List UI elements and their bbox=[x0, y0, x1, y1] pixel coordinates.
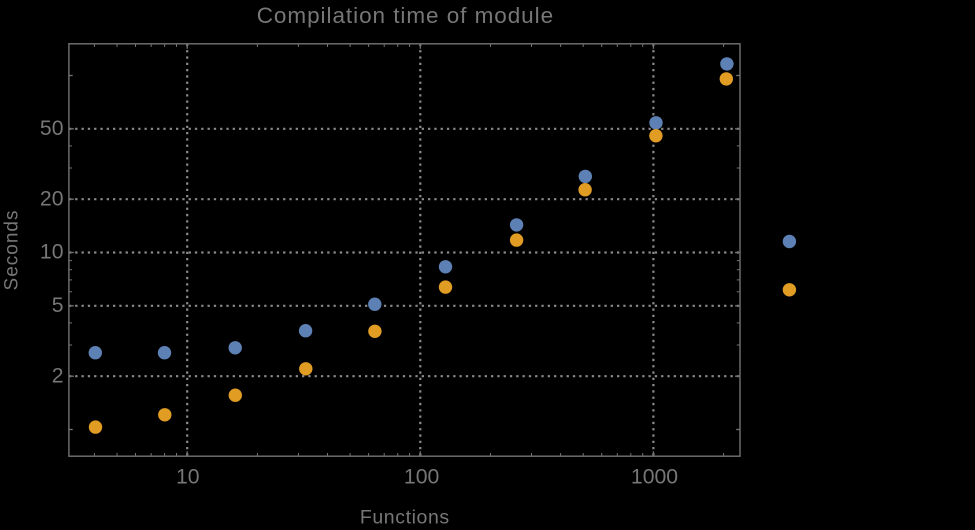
svg-text:100: 100 bbox=[404, 465, 439, 488]
svg-text:Seconds: Seconds bbox=[2, 210, 23, 291]
svg-text:1000: 1000 bbox=[631, 465, 678, 488]
svg-text:Compilation time of module: Compilation time of module bbox=[257, 3, 554, 28]
svg-text:5: 5 bbox=[52, 294, 64, 317]
svg-text:10: 10 bbox=[40, 241, 64, 264]
svg-text:50: 50 bbox=[40, 117, 64, 140]
svg-text:Functions: Functions bbox=[360, 506, 450, 525]
svg-text:2: 2 bbox=[52, 364, 64, 387]
svg-text:20: 20 bbox=[40, 187, 64, 210]
svg-text:10: 10 bbox=[176, 465, 200, 488]
